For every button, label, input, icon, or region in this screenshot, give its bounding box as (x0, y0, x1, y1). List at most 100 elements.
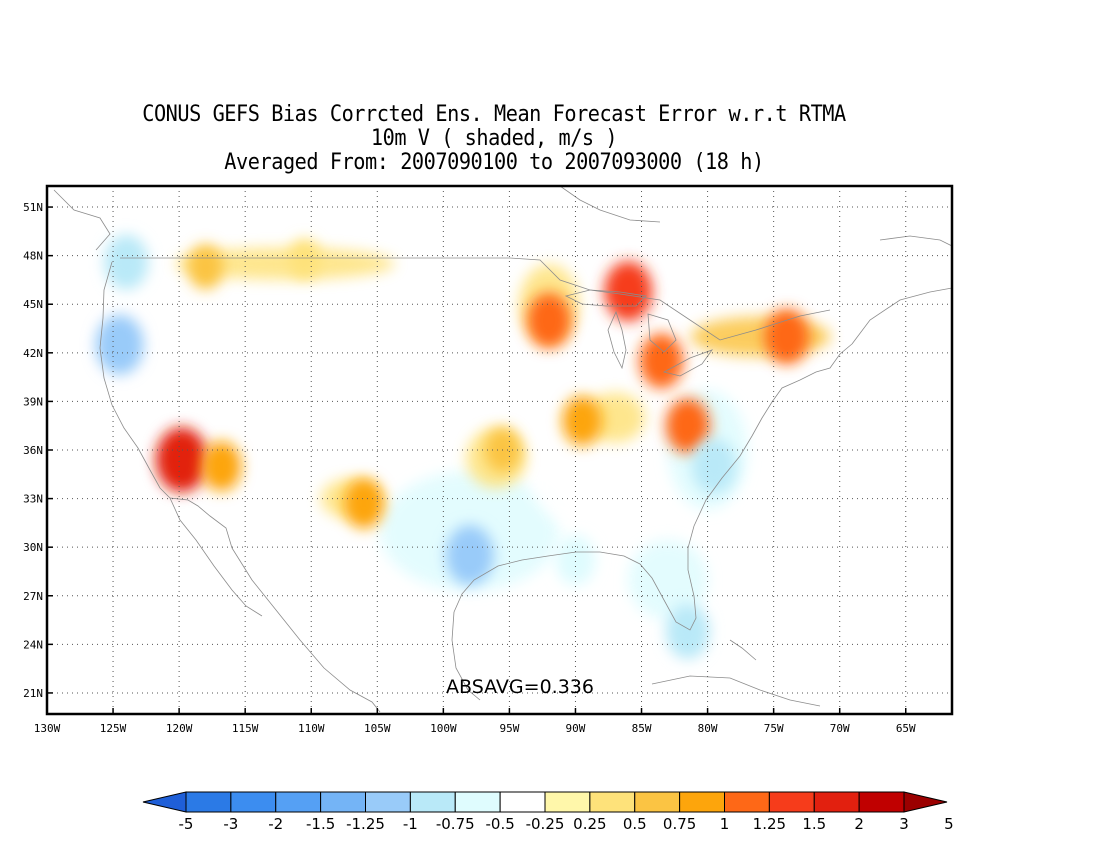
colorbar-swatch (499, 791, 546, 813)
west-coast-outline (99, 261, 233, 549)
colorbar-swatch (768, 791, 815, 813)
colorbar-swatch (544, 791, 591, 813)
lat-tick-label: 21N (23, 687, 43, 700)
baja-outline (169, 497, 263, 617)
colorbar-label: -0.75 (436, 815, 475, 833)
field-zone (174, 247, 395, 280)
field-anomaly (344, 478, 385, 529)
colorbar-label: -1.25 (346, 815, 385, 833)
field-anomaly (764, 309, 809, 365)
field-anomaly (201, 441, 242, 492)
field-anomaly (187, 244, 224, 290)
colorbar-swatch (724, 791, 770, 813)
colorbar-swatch (813, 791, 860, 813)
colorbar-swatch (679, 791, 725, 813)
colorbar-swatch (275, 791, 322, 813)
colorbar-swatch (858, 791, 905, 813)
lat-tick-label: 51N (23, 201, 43, 214)
colorbar-label: 0.75 (663, 815, 696, 833)
colorbar-label: -5 (179, 815, 194, 833)
colorbar-right-arrow (903, 791, 948, 813)
lon-tick-label: 130W (34, 722, 61, 735)
field-anomaly (639, 333, 684, 389)
axes: 130W 125W 120W 115W 110W 105W 100W 95W 90W 85W 80W… (23, 201, 916, 735)
colorbar-swatch (185, 791, 232, 813)
field-zone (300, 270, 481, 371)
colorbar-swatch (365, 791, 411, 813)
lon-tick-label: 90W (566, 722, 586, 735)
lat-tick-label: 36N (23, 444, 43, 457)
colorbar-label: 0.25 (573, 815, 606, 833)
lat-tick-label: 24N (23, 638, 43, 651)
field-anomaly (95, 314, 144, 375)
lat-tick-label: 27N (23, 590, 43, 603)
great-lakes-michigan (607, 310, 627, 370)
bahamas-outline (729, 639, 757, 661)
colorbar-label: 1.5 (802, 815, 826, 833)
colorbar-swatch (409, 791, 456, 813)
lon-tick-label: 125W (100, 722, 127, 735)
colorbar-swatch (589, 791, 636, 813)
colorbar-left-arrow (142, 791, 187, 813)
cuba-outline (651, 675, 821, 707)
lon-tick-label: 115W (232, 722, 259, 735)
colorbar-label: -0.25 (526, 815, 565, 833)
field-anomaly (665, 398, 710, 454)
east-coast-outline (693, 343, 853, 527)
field-anomaly (104, 234, 149, 290)
field-anomaly (555, 535, 596, 586)
colorbar-label: -1 (403, 815, 418, 833)
colorbar-label: -3 (223, 815, 238, 833)
colorbar-label: -1.5 (306, 815, 335, 833)
lat-tick-label: 45N (23, 298, 43, 311)
lon-tick-label: 120W (166, 722, 193, 735)
lat-tick-label: 42N (23, 347, 43, 360)
lat-tick-label: 39N (23, 395, 43, 408)
field-anomaly (288, 238, 321, 279)
field-anomaly (665, 603, 710, 659)
colorbar-label: 5 (944, 815, 954, 833)
map-title-line-1: CONUS GEFS Bias Corrcted Ens. Mean Forec… (142, 102, 846, 127)
lon-tick-label: 80W (698, 722, 718, 735)
newfoundland-outline (879, 235, 952, 247)
lon-tick-label: 85W (632, 722, 652, 735)
lat-tick-label: 48N (23, 250, 43, 263)
colorbar: -5 -3 -2 -1.5 -1.25 -1 -0.75 -0.5 -0.25 0.25 0.5 0.… (142, 791, 954, 833)
field-zone (531, 432, 672, 533)
lat-tick-label: 30N (23, 541, 43, 554)
colorbar-swatch (320, 791, 366, 813)
canada-east-coast (851, 287, 952, 345)
colorbar-label: 0.5 (623, 815, 647, 833)
colorbar-label: 3 (899, 815, 909, 833)
lon-tick-label: 75W (764, 722, 784, 735)
lat-lon-grid (47, 186, 952, 714)
colorbar-label: -0.5 (485, 815, 514, 833)
absavg-annotation: ABSAVG=0.336 (446, 676, 594, 698)
field-anomaly (155, 427, 208, 493)
colorbar-swatch (634, 791, 681, 813)
field-anomaly (445, 525, 494, 586)
lon-tick-label: 65W (896, 722, 916, 735)
arctic-islands (53, 189, 111, 251)
lon-tick-label: 100W (430, 722, 457, 735)
colorbar-label: 2 (854, 815, 864, 833)
colorbar-label: -2 (268, 815, 283, 833)
gulf-coast-outline (453, 525, 697, 631)
lon-tick-label: 105W (364, 722, 391, 735)
hudson-bay-outline (559, 186, 661, 223)
lon-tick-label: 95W (499, 722, 519, 735)
map-title-line-3: Averaged From: 2007090100 to 2007093000 … (224, 150, 764, 175)
great-lakes-erie (662, 349, 714, 377)
colorbar-swatch (454, 791, 501, 813)
colorbar-label: 1.25 (753, 815, 786, 833)
lon-tick-label: 110W (298, 722, 325, 735)
field-anomaly (527, 292, 572, 348)
map-title-line-2: 10m V ( shaded, m/s ) (370, 126, 618, 151)
mexico-west-coast (231, 547, 381, 713)
great-lakes-superior (564, 289, 647, 307)
colorbar-label: 1 (720, 815, 730, 833)
great-lakes-huron (647, 313, 677, 353)
coastlines (53, 186, 952, 713)
field-anomaly (692, 438, 737, 494)
